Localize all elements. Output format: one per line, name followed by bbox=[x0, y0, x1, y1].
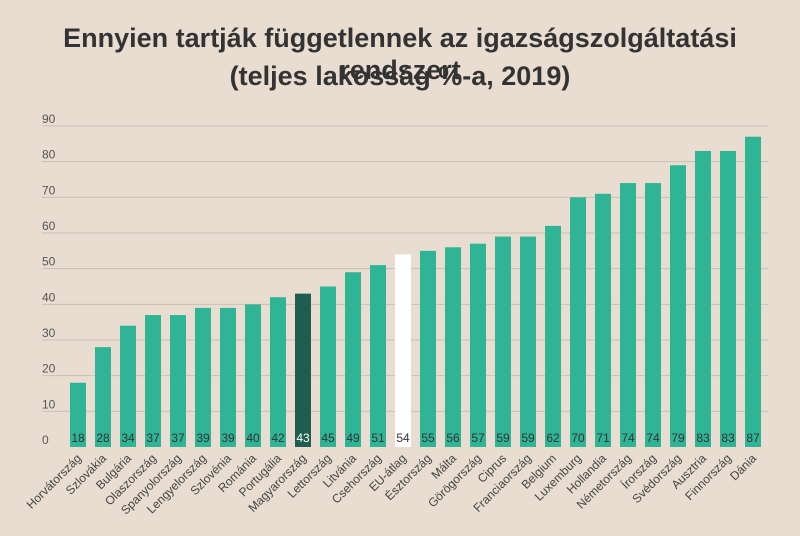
bar bbox=[70, 382, 86, 447]
data-label: 59 bbox=[521, 431, 535, 445]
y-tick-label: 70 bbox=[42, 183, 56, 197]
bar bbox=[345, 272, 361, 447]
data-label: 49 bbox=[346, 431, 360, 445]
bar bbox=[445, 247, 461, 447]
data-label: 87 bbox=[746, 431, 760, 445]
bar bbox=[620, 183, 636, 448]
bar bbox=[720, 150, 736, 447]
bar bbox=[245, 304, 261, 447]
bar bbox=[745, 136, 761, 447]
bar bbox=[645, 183, 661, 448]
chart-title: Ennyien tartják függetlennek az igazságs… bbox=[63, 23, 737, 85]
data-label: 83 bbox=[721, 431, 735, 445]
bar bbox=[420, 250, 436, 447]
data-label: 45 bbox=[321, 431, 335, 445]
data-label: 57 bbox=[471, 431, 485, 445]
y-tick-label: 80 bbox=[42, 148, 56, 162]
data-label: 28 bbox=[96, 431, 110, 445]
bar bbox=[520, 236, 536, 447]
bar bbox=[320, 286, 336, 447]
bar bbox=[570, 197, 586, 447]
y-tick-label: 20 bbox=[42, 362, 56, 376]
data-label: 43 bbox=[296, 431, 310, 445]
bar bbox=[220, 307, 236, 447]
data-label: 39 bbox=[221, 431, 235, 445]
bar bbox=[695, 150, 711, 447]
y-tick-label: 90 bbox=[42, 112, 56, 126]
bar bbox=[170, 315, 186, 447]
data-label: 70 bbox=[571, 431, 585, 445]
data-label: 79 bbox=[671, 431, 685, 445]
data-label: 37 bbox=[171, 431, 185, 445]
data-label: 74 bbox=[621, 431, 635, 445]
bar bbox=[595, 193, 611, 447]
bar bbox=[120, 325, 136, 447]
bar bbox=[95, 347, 111, 447]
data-label: 34 bbox=[121, 431, 135, 445]
bar bbox=[145, 315, 161, 447]
data-label: 71 bbox=[596, 431, 610, 445]
y-tick-label: 10 bbox=[42, 397, 56, 411]
data-label: 40 bbox=[246, 431, 260, 445]
bar bbox=[195, 307, 211, 447]
data-label: 39 bbox=[196, 431, 210, 445]
y-tick-label: 60 bbox=[42, 219, 56, 233]
data-label: 59 bbox=[496, 431, 510, 445]
data-label: 54 bbox=[396, 431, 410, 445]
x-tick-label: Dánia bbox=[727, 451, 759, 483]
data-label: 51 bbox=[371, 431, 385, 445]
y-tick-label: 50 bbox=[42, 255, 56, 269]
chart-subtitle: (teljes lakosság %-a, 2019) bbox=[229, 61, 571, 91]
bar bbox=[270, 297, 286, 447]
data-label: 42 bbox=[271, 431, 285, 445]
bar bbox=[370, 265, 386, 447]
y-tick-label: 0 bbox=[42, 433, 49, 447]
bar bbox=[670, 165, 686, 447]
bar bbox=[395, 254, 411, 447]
bar bbox=[470, 243, 486, 447]
y-tick-label: 30 bbox=[42, 326, 56, 340]
bar bbox=[295, 293, 311, 447]
data-label: 37 bbox=[146, 431, 160, 445]
data-label: 18 bbox=[71, 431, 85, 445]
data-label: 74 bbox=[646, 431, 660, 445]
data-label: 55 bbox=[421, 431, 435, 445]
data-label: 62 bbox=[546, 431, 560, 445]
data-label: 83 bbox=[696, 431, 710, 445]
bar bbox=[495, 236, 511, 447]
data-label: 56 bbox=[446, 431, 460, 445]
bar bbox=[545, 225, 561, 447]
y-tick-label: 40 bbox=[42, 290, 56, 304]
